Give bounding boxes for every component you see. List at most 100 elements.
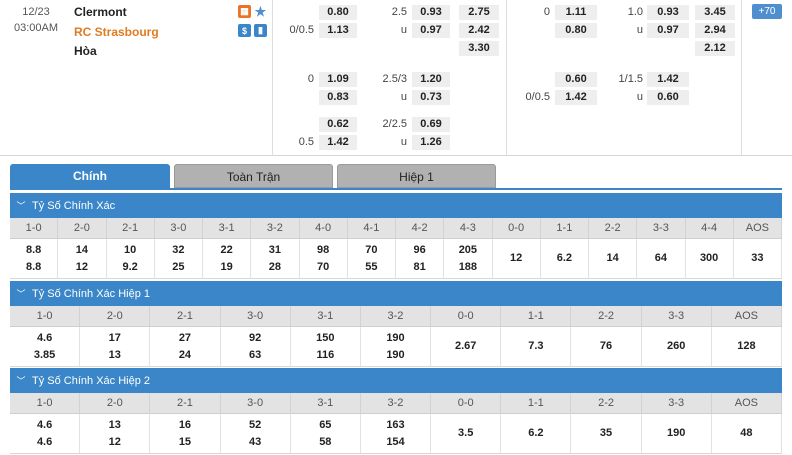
- odds-value[interactable]: 1.09: [319, 72, 357, 87]
- odds-value[interactable]: 52: [249, 418, 262, 431]
- odds-value[interactable]: 10: [124, 243, 137, 256]
- odds-value[interactable]: 13: [108, 418, 121, 431]
- odds-value[interactable]: 14: [606, 252, 619, 264]
- odds-value[interactable]: 0.97: [412, 23, 450, 38]
- odds-value[interactable]: 205: [458, 243, 478, 256]
- odds-value[interactable]: 1.42: [319, 135, 357, 150]
- odds-value[interactable]: 1.42: [555, 90, 597, 105]
- odds-value[interactable]: 1.11: [555, 5, 597, 20]
- odds-value[interactable]: 6.2: [528, 427, 544, 439]
- odds-value[interactable]: 1.26: [412, 135, 450, 150]
- odds-value[interactable]: 0.93: [647, 5, 689, 20]
- odds-value[interactable]: 116: [316, 348, 335, 361]
- odds-value[interactable]: 3.45: [695, 5, 735, 20]
- section-header[interactable]: ﹀ Tỷ Số Chính Xác Hiệp 1: [10, 281, 782, 306]
- section-header[interactable]: ﹀ Tỷ Số Chính Xác: [10, 193, 782, 218]
- odds-value[interactable]: 98: [317, 243, 330, 256]
- odds-value[interactable]: 8.8: [25, 260, 42, 273]
- odds-value[interactable]: 128: [737, 340, 756, 352]
- odds-value[interactable]: 33: [751, 252, 764, 264]
- live-stats-icon[interactable]: ▦: [238, 5, 251, 18]
- odds-value[interactable]: 2.67: [454, 340, 477, 352]
- odds-value[interactable]: 14: [75, 243, 88, 256]
- odds-value[interactable]: 92: [249, 331, 262, 344]
- chart-icon[interactable]: ▮: [254, 24, 267, 37]
- chevron-down-icon[interactable]: ﹀: [16, 201, 26, 211]
- odds-value[interactable]: 63: [249, 348, 262, 361]
- odds-value[interactable]: 190: [667, 427, 686, 439]
- odds-value[interactable]: 7.3: [528, 340, 544, 352]
- odds-value[interactable]: 2.94: [695, 23, 735, 38]
- home-team[interactable]: Clermont: [74, 5, 127, 19]
- odds-value[interactable]: 48: [740, 427, 753, 439]
- odds-value[interactable]: 19: [220, 260, 233, 273]
- odds-value[interactable]: 4.6: [36, 331, 53, 344]
- odds-value[interactable]: 64: [654, 252, 667, 264]
- odds-value[interactable]: 3.30: [459, 41, 499, 56]
- odds-value[interactable]: 190: [386, 348, 405, 361]
- chevron-down-icon[interactable]: ﹀: [16, 376, 26, 386]
- odds-value[interactable]: 70: [317, 260, 330, 273]
- favorite-star-icon[interactable]: ★: [254, 3, 267, 19]
- tab-first-half[interactable]: Hiệp 1: [337, 164, 496, 188]
- odds-value[interactable]: 0.97: [647, 23, 689, 38]
- odds-value[interactable]: 17: [108, 331, 121, 344]
- chevron-down-icon[interactable]: ﹀: [16, 289, 26, 299]
- odds-value[interactable]: 12: [75, 260, 88, 273]
- away-team[interactable]: RC Strasbourg: [74, 25, 159, 39]
- dollar-icon[interactable]: $: [238, 24, 251, 37]
- odds-value[interactable]: 32: [172, 243, 185, 256]
- odds-value[interactable]: 96: [413, 243, 426, 256]
- odds-value[interactable]: 12: [108, 435, 121, 448]
- odds-value[interactable]: 28: [268, 260, 281, 273]
- odds-value[interactable]: 190: [386, 331, 405, 344]
- odds-value[interactable]: 24: [178, 348, 192, 361]
- odds-value[interactable]: 0.80: [319, 5, 357, 20]
- odds-value[interactable]: 58: [319, 435, 332, 448]
- odds-value[interactable]: 300: [699, 252, 719, 264]
- odds-value[interactable]: 154: [386, 435, 405, 448]
- odds-value[interactable]: 0.69: [412, 117, 450, 132]
- odds-value[interactable]: 22: [220, 243, 233, 256]
- odds-value[interactable]: 163: [386, 418, 405, 431]
- odds-value[interactable]: 70: [365, 243, 378, 256]
- odds-value[interactable]: 0.62: [319, 117, 357, 132]
- tab-full-match[interactable]: Toàn Trận: [174, 164, 333, 188]
- odds-value[interactable]: 76: [599, 340, 613, 352]
- odds-value[interactable]: 43: [249, 435, 262, 448]
- odds-value[interactable]: 2.42: [459, 23, 499, 38]
- odds-value[interactable]: 260: [667, 340, 686, 352]
- odds-value[interactable]: 9.2: [122, 260, 138, 273]
- odds-value[interactable]: 12: [510, 252, 523, 264]
- odds-value[interactable]: 6.2: [556, 252, 573, 264]
- odds-value[interactable]: 27: [178, 331, 192, 344]
- odds-value[interactable]: 188: [458, 260, 478, 273]
- odds-value[interactable]: 4.6: [36, 435, 53, 448]
- odds-value[interactable]: 0.80: [555, 23, 597, 38]
- odds-value[interactable]: 2.12: [695, 41, 735, 56]
- odds-value[interactable]: 0.93: [412, 5, 450, 20]
- odds-value[interactable]: 25: [172, 260, 185, 273]
- tab-main[interactable]: Chính: [10, 164, 170, 188]
- odds-value[interactable]: 2.75: [459, 5, 499, 20]
- odds-value[interactable]: 15: [178, 435, 192, 448]
- odds-value[interactable]: 3.85: [33, 348, 56, 361]
- odds-value[interactable]: 150: [316, 331, 335, 344]
- odds-value[interactable]: 0.60: [647, 90, 689, 105]
- odds-value[interactable]: 31: [268, 243, 281, 256]
- odds-value[interactable]: 1.20: [412, 72, 450, 87]
- section-header[interactable]: ﹀ Tỷ Số Chính Xác Hiệp 2: [10, 368, 782, 393]
- odds-value[interactable]: 1.13: [319, 23, 357, 38]
- odds-value[interactable]: 0.73: [412, 90, 450, 105]
- more-markets-button[interactable]: +70: [752, 4, 782, 19]
- odds-value[interactable]: 3.5: [458, 427, 474, 439]
- odds-value[interactable]: 4.6: [36, 418, 53, 431]
- odds-value[interactable]: 1.42: [647, 72, 689, 87]
- odds-value[interactable]: 65: [319, 418, 332, 431]
- odds-value[interactable]: 16: [178, 418, 192, 431]
- odds-value[interactable]: 35: [599, 427, 613, 439]
- odds-value[interactable]: 55: [365, 260, 378, 273]
- odds-value[interactable]: 13: [108, 348, 121, 361]
- odds-value[interactable]: 0.60: [555, 72, 597, 87]
- odds-value[interactable]: 81: [413, 260, 426, 273]
